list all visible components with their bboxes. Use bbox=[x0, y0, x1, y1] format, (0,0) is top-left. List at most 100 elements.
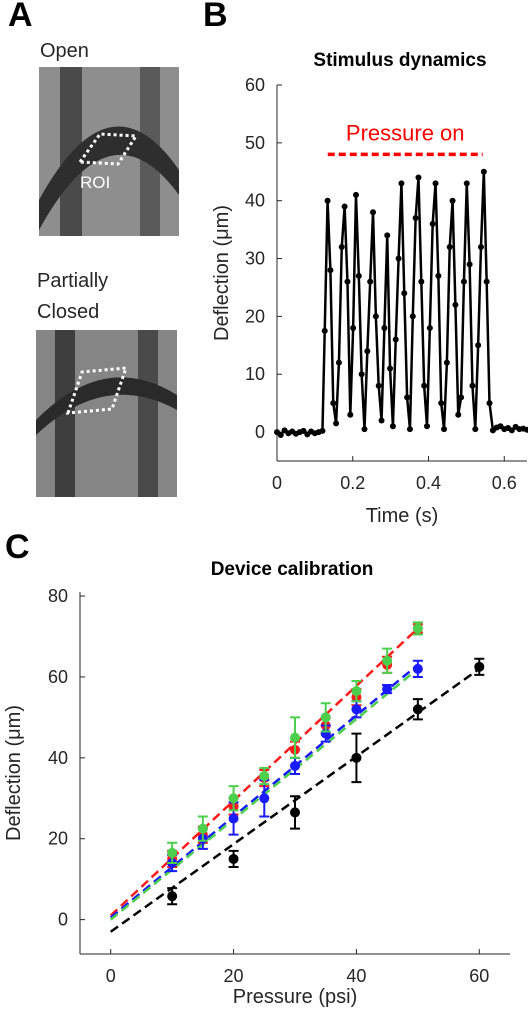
x-tick-label: 0 bbox=[272, 473, 282, 493]
y-tick-label: 0 bbox=[58, 910, 68, 930]
y-tick-label: 50 bbox=[245, 133, 265, 153]
data-point bbox=[372, 313, 379, 320]
annotation-text: Pressure on bbox=[346, 120, 465, 145]
data-point bbox=[375, 382, 382, 389]
data-point bbox=[344, 278, 351, 285]
data-point bbox=[259, 793, 270, 804]
panel-label: B bbox=[203, 0, 228, 34]
y-tick-label: 60 bbox=[245, 75, 265, 95]
x-axis-label: Time (s) bbox=[366, 505, 439, 527]
data-point bbox=[395, 255, 402, 262]
image-partially-closed bbox=[36, 330, 177, 497]
data-line bbox=[276, 171, 528, 437]
data-point bbox=[435, 272, 442, 279]
data-point bbox=[290, 807, 300, 818]
data-point bbox=[387, 365, 394, 372]
data-point bbox=[398, 180, 405, 187]
data-point bbox=[446, 243, 453, 250]
data-point bbox=[475, 342, 482, 349]
data-point bbox=[330, 400, 337, 407]
data-point bbox=[324, 197, 331, 204]
data-point bbox=[338, 243, 345, 250]
x-axis-label: Pressure (psi) bbox=[233, 986, 357, 1008]
data-point bbox=[412, 623, 423, 634]
data-point bbox=[350, 324, 357, 331]
data-point bbox=[277, 431, 284, 438]
data-point bbox=[382, 684, 393, 695]
data-point bbox=[469, 382, 476, 389]
data-point bbox=[424, 423, 430, 430]
chart-title: Stimulus dynamics bbox=[313, 50, 486, 71]
y-tick-label: 30 bbox=[245, 249, 265, 269]
data-point bbox=[347, 411, 354, 418]
y-tick-label: 40 bbox=[48, 748, 68, 768]
data-point bbox=[452, 301, 459, 308]
roi-label: ROI bbox=[80, 173, 111, 192]
data-point bbox=[404, 394, 411, 401]
data-point bbox=[228, 793, 239, 804]
data-point bbox=[429, 220, 436, 227]
data-point bbox=[409, 313, 416, 320]
data-point bbox=[460, 278, 467, 285]
x-tick-label: 0 bbox=[106, 966, 116, 986]
data-point bbox=[290, 760, 300, 771]
x-tick-label: 40 bbox=[346, 966, 366, 986]
y-tick-label: 20 bbox=[48, 829, 68, 849]
data-point bbox=[477, 243, 484, 250]
data-point bbox=[355, 272, 362, 279]
data-point bbox=[361, 426, 368, 433]
data-point bbox=[300, 427, 307, 434]
data-point bbox=[167, 847, 178, 858]
data-point bbox=[443, 359, 450, 366]
data-point bbox=[197, 823, 208, 834]
data-point bbox=[290, 732, 300, 743]
data-point bbox=[327, 267, 334, 274]
data-point bbox=[508, 427, 515, 434]
data-point bbox=[351, 752, 362, 763]
data-point bbox=[167, 891, 178, 902]
data-point bbox=[384, 232, 391, 239]
data-point bbox=[412, 215, 419, 222]
x-tick-label: 0.6 bbox=[492, 473, 517, 493]
data-point bbox=[367, 278, 374, 285]
data-point bbox=[389, 423, 396, 430]
data-point bbox=[412, 704, 423, 715]
data-point bbox=[455, 411, 462, 418]
y-tick-label: 20 bbox=[245, 306, 265, 326]
panel-label: A bbox=[8, 0, 33, 34]
y-axis-label: Deflection (μm) bbox=[3, 705, 25, 841]
y-axis-label: Deflection (μm) bbox=[211, 205, 233, 341]
data-point bbox=[421, 382, 428, 389]
data-point bbox=[449, 197, 456, 204]
data-point bbox=[426, 324, 433, 331]
data-point bbox=[370, 209, 377, 216]
panel-label: C bbox=[5, 528, 30, 566]
data-point bbox=[352, 191, 359, 198]
data-point bbox=[458, 394, 465, 401]
data-point bbox=[320, 712, 331, 723]
image-caption: Open bbox=[40, 40, 89, 62]
data-point bbox=[228, 853, 239, 864]
data-point bbox=[466, 261, 473, 268]
data-point bbox=[441, 426, 448, 433]
data-point bbox=[351, 704, 362, 715]
data-point bbox=[524, 426, 528, 433]
y-tick-label: 40 bbox=[245, 191, 265, 211]
data-point bbox=[378, 417, 385, 424]
x-tick-label: 60 bbox=[469, 966, 489, 986]
x-tick-label: 0.4 bbox=[416, 473, 441, 493]
data-point bbox=[364, 348, 371, 355]
data-point bbox=[406, 426, 413, 433]
x-tick-label: 0.2 bbox=[340, 473, 365, 493]
data-point bbox=[483, 278, 490, 285]
image-open bbox=[39, 67, 179, 236]
image-caption: Partially Closed bbox=[37, 270, 109, 323]
chart-title: Device calibration bbox=[211, 559, 374, 580]
data-point bbox=[401, 290, 408, 297]
data-point bbox=[381, 324, 388, 331]
y-tick-label: 0 bbox=[255, 422, 265, 442]
data-point bbox=[415, 174, 422, 181]
data-point bbox=[259, 771, 270, 782]
